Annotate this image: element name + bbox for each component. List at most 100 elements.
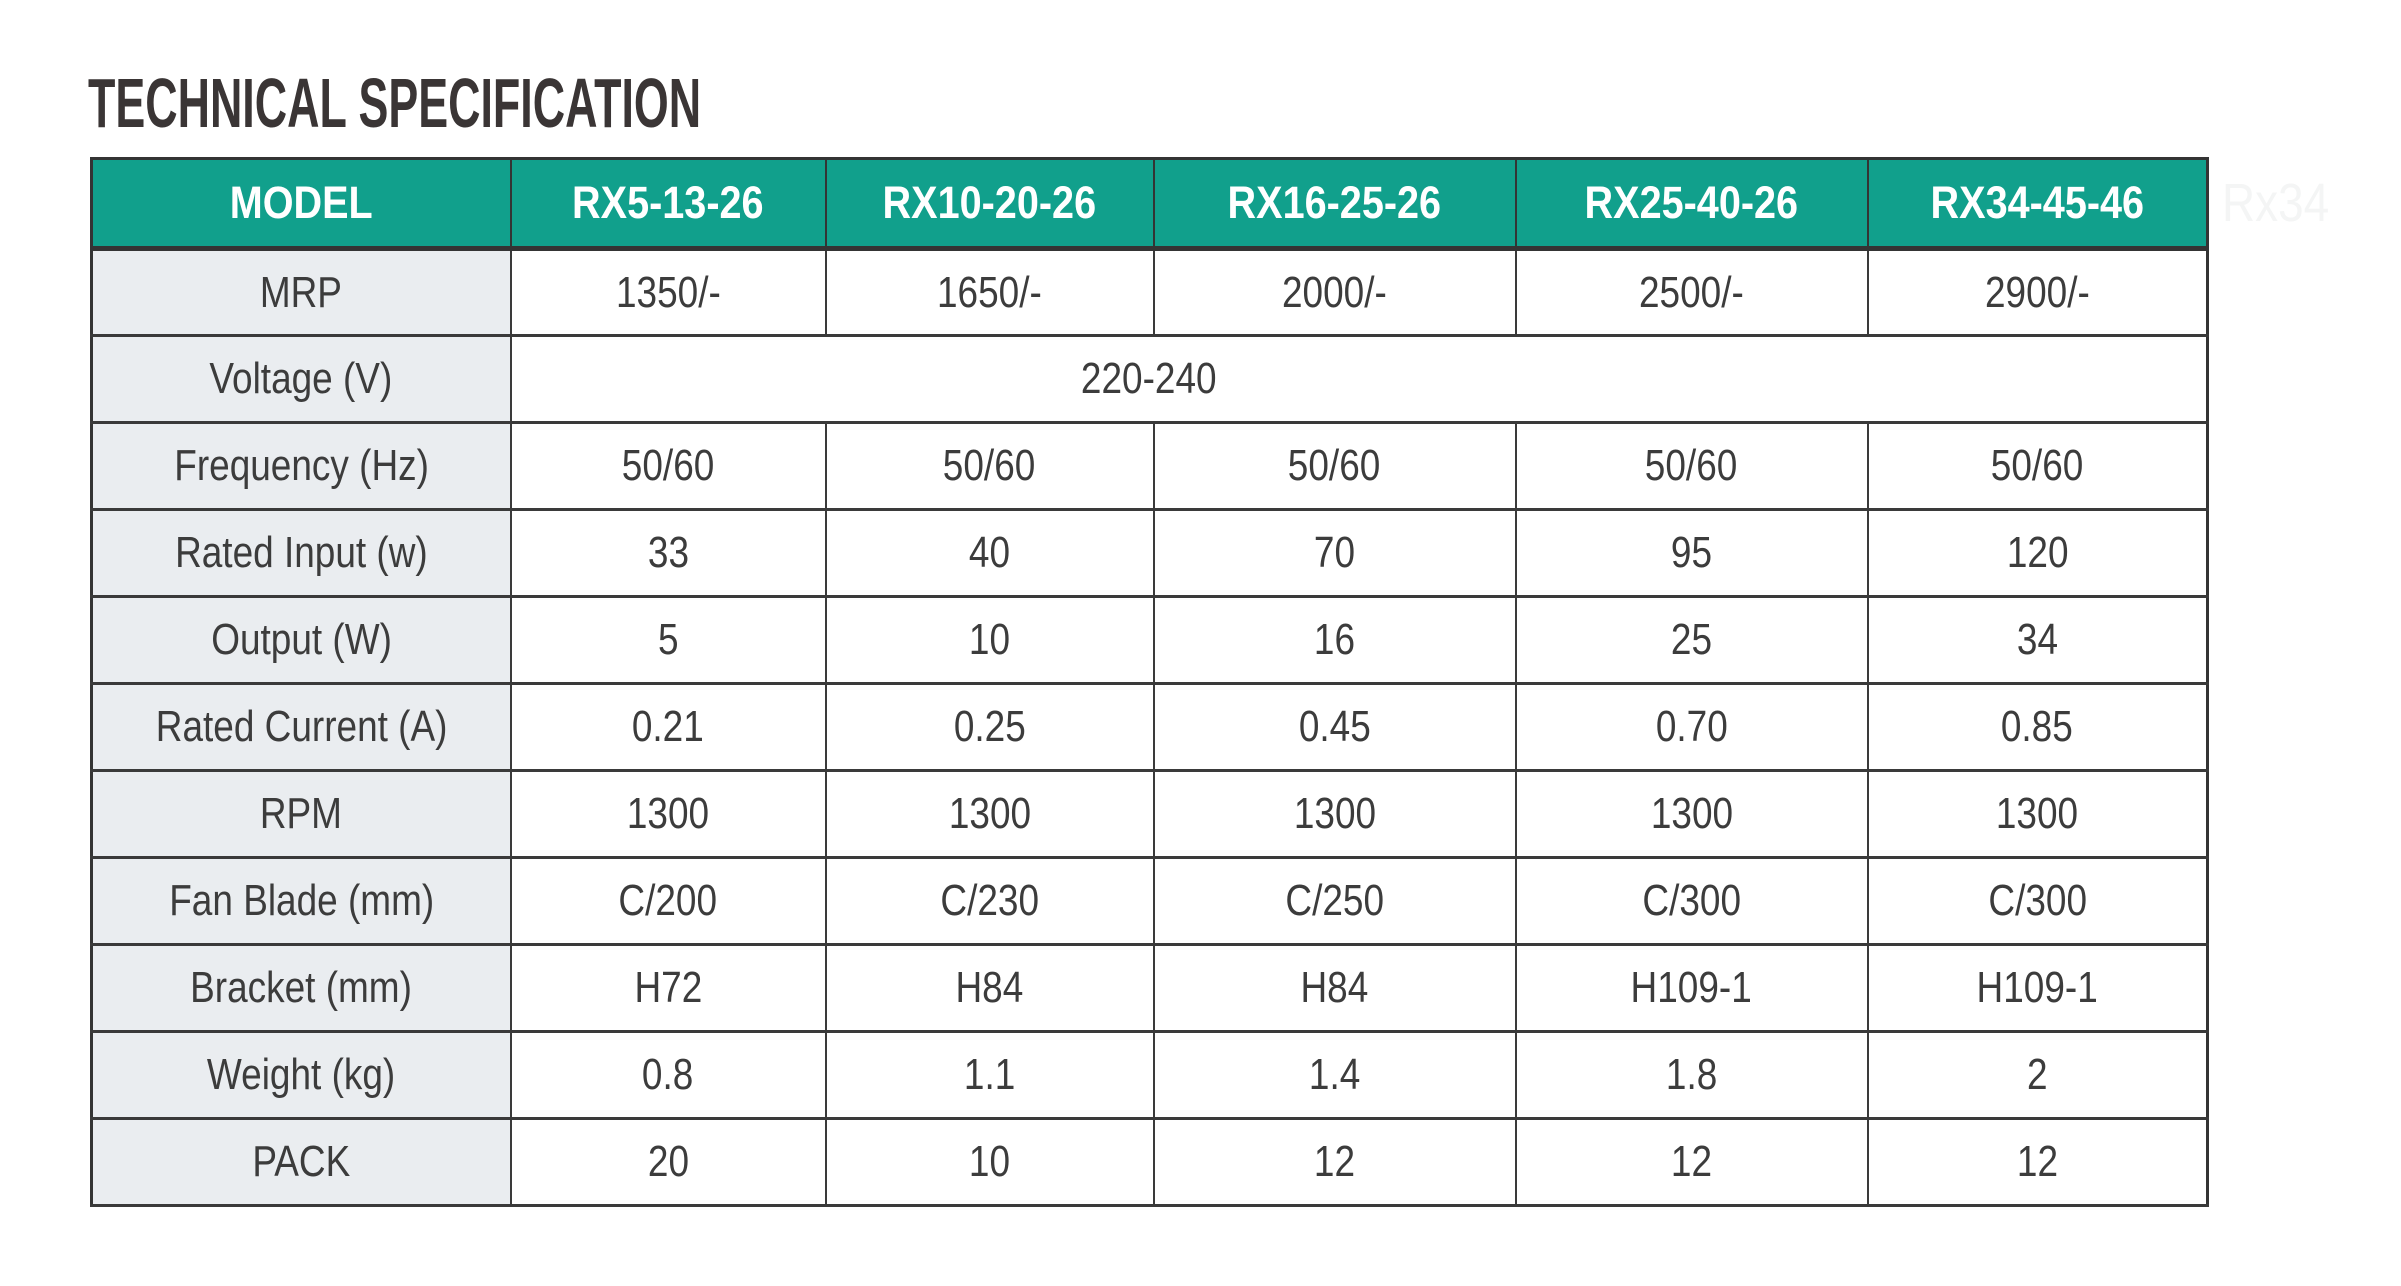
value-cell: 0.85 (1866, 682, 2209, 772)
value-cell: 20 (509, 1117, 827, 1207)
value-cell: 0.45 (1152, 682, 1517, 772)
merged-value-cell: 220-240 (509, 334, 2209, 424)
header-label: MODEL (229, 177, 373, 228)
cell-value: 5 (657, 615, 679, 664)
value-cell: 50/60 (1514, 421, 1869, 511)
cell-value: 2900/- (1984, 267, 2090, 317)
value-cell: 34 (1866, 595, 2209, 685)
value-cell: 2900/- (1866, 247, 2209, 337)
value-cell: 1300 (1866, 769, 2209, 859)
value-cell: 5 (509, 595, 827, 685)
cell-value: C/300 (1987, 876, 2087, 925)
cell-value: C/250 (1285, 876, 1384, 925)
cell-value: 1.4 (1308, 1050, 1361, 1099)
value-cell: 40 (824, 508, 1155, 598)
cell-value: 95 (1670, 528, 1713, 577)
cell-value: 0.25 (953, 702, 1026, 751)
row-label: Output (W) (210, 615, 392, 664)
table-body: MRP 1350/- 1650/- 2000/- 2500/- 2900/- Voltage… (90, 247, 2209, 1207)
value-cell: C/250 (1152, 856, 1517, 946)
table-row: Frequency (Hz) 50/60 50/60 50/60 50/60 50/60 (90, 421, 2209, 511)
value-cell: 12 (1152, 1117, 1517, 1207)
value-cell: 1.4 (1152, 1030, 1517, 1120)
value-cell: 2500/- (1514, 247, 1869, 337)
cell-value: 1300 (1996, 789, 2079, 838)
cell-value: H72 (634, 963, 702, 1012)
header-cell-model-2: RX10-20-26 (824, 157, 1155, 251)
row-label-cell: RPM (90, 769, 512, 859)
row-label-cell: Rated Input (w) (90, 508, 512, 598)
row-label: RPM (260, 789, 343, 838)
header-cell-model-1: RX5-13-26 (509, 157, 827, 251)
cell-value: H109-1 (1976, 963, 2098, 1012)
value-cell: 10 (824, 1117, 1155, 1207)
page-title: TECHNICAL SPECIFICATION (88, 64, 702, 142)
cell-value: C/200 (618, 876, 718, 925)
table-row: Rated Input (w) 33 40 70 95 120 (90, 508, 2209, 598)
cell-value: 70 (1313, 528, 1356, 577)
table-row: Voltage (V) 220-240 (90, 334, 2209, 424)
header-row: MODEL RX5-13-26 RX10-20-26 RX16-25-26 RX… (90, 157, 2209, 251)
row-label-cell: Fan Blade (mm) (90, 856, 512, 946)
value-cell: C/230 (824, 856, 1155, 946)
value-cell: 12 (1514, 1117, 1869, 1207)
cell-value: 1.8 (1665, 1050, 1718, 1099)
table-row: Fan Blade (mm) C/200 C/230 C/250 C/300 C/300 (90, 856, 2209, 946)
cell-value: 50/60 (621, 441, 715, 490)
cell-value: 0.21 (632, 702, 704, 751)
value-cell: H72 (509, 943, 827, 1033)
cell-value: C/300 (1642, 876, 1741, 925)
row-label-cell: MRP (90, 247, 512, 337)
value-cell: 16 (1152, 595, 1517, 685)
row-label: Rated Current (A) (155, 702, 448, 751)
cell-value: 20 (647, 1137, 689, 1186)
cell-value: 10 (968, 1137, 1011, 1186)
row-label-cell: Bracket (mm) (90, 943, 512, 1033)
cell-value: 0.85 (2001, 702, 2074, 751)
row-label-cell: Output (W) (90, 595, 512, 685)
cell-value: 120 (2006, 528, 2069, 577)
cell-value: H84 (1300, 963, 1369, 1012)
row-label: Voltage (V) (209, 354, 393, 403)
row-label: Bracket (mm) (190, 963, 413, 1012)
row-label-cell: Rated Current (A) (90, 682, 512, 772)
value-cell: H84 (1152, 943, 1517, 1033)
cell-value: 40 (968, 528, 1011, 577)
table-row: MRP 1350/- 1650/- 2000/- 2500/- 2900/- (90, 247, 2209, 337)
header-label: RX34-45-46 (1930, 177, 2145, 228)
value-cell: 95 (1514, 508, 1869, 598)
cell-value: H109-1 (1630, 963, 1753, 1012)
row-label: Frequency (Hz) (173, 441, 429, 490)
value-cell: 1.1 (824, 1030, 1155, 1120)
value-cell: 50/60 (1152, 421, 1517, 511)
ghost-print-artifact-text: Rx34 (2222, 173, 2330, 233)
value-cell: 0.8 (509, 1030, 827, 1120)
value-cell: 50/60 (509, 421, 827, 511)
header-cell-model-3: RX16-25-26 (1152, 157, 1517, 251)
cell-value: 1350/- (615, 267, 721, 317)
row-label-cell: PACK (90, 1117, 512, 1207)
header-label: RX10-20-26 (882, 177, 1097, 228)
cell-value: 12 (1670, 1137, 1713, 1186)
header-label: RX25-40-26 (1584, 177, 1799, 228)
cell-value: C/230 (940, 876, 1039, 925)
cell-value: 16 (1313, 615, 1356, 664)
table-row: Bracket (mm) H72 H84 H84 H109-1 H109-1 (90, 943, 2209, 1033)
cell-value: H84 (955, 963, 1024, 1012)
value-cell: 0.70 (1514, 682, 1869, 772)
cell-value: 12 (1313, 1137, 1356, 1186)
value-cell: 1650/- (824, 247, 1155, 337)
value-cell: 1300 (1152, 769, 1517, 859)
value-cell: H109-1 (1514, 943, 1869, 1033)
cell-value: 1300 (1293, 789, 1376, 838)
cell-value: 34 (2016, 615, 2058, 664)
cell-value: 1300 (626, 789, 710, 838)
cell-value: 1650/- (937, 267, 1042, 317)
header-cell-model-5: RX34-45-46 (1866, 157, 2209, 251)
row-label-cell: Weight (kg) (90, 1030, 512, 1120)
row-label: Fan Blade (mm) (168, 876, 434, 925)
row-label: Rated Input (w) (174, 528, 428, 577)
row-label: Weight (kg) (207, 1050, 396, 1099)
table-row: Output (W) 5 10 16 25 34 (90, 595, 2209, 685)
